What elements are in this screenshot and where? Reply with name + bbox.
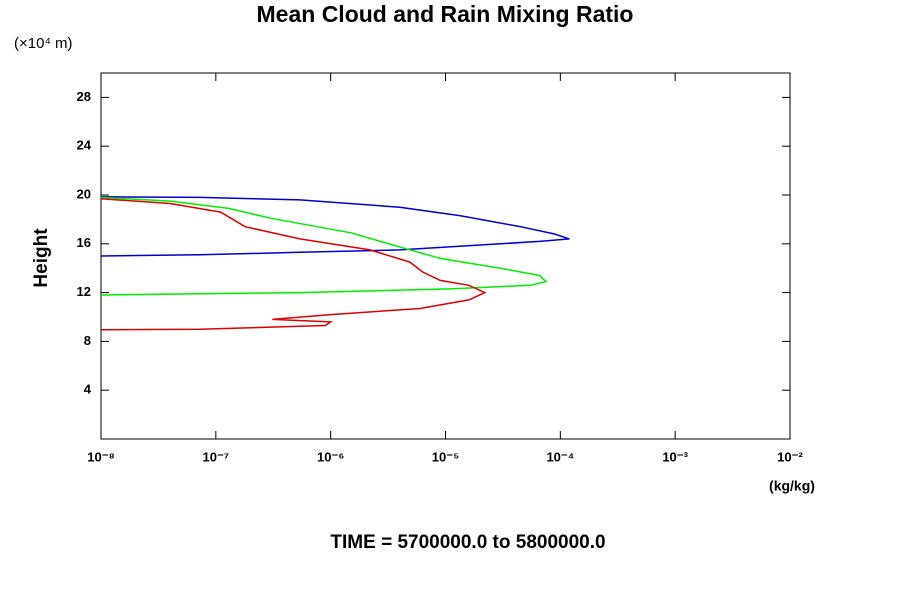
x-tick-label: 10⁻⁷ xyxy=(202,449,229,464)
x-unit: (kg/kg) xyxy=(769,478,815,494)
subtitle: TIME = 5700000.0 to 5800000.0 xyxy=(330,532,605,553)
y-tick-label: 4 xyxy=(84,382,92,397)
x-tick-label: 10⁻³ xyxy=(662,449,688,464)
line-series xyxy=(100,196,548,296)
y-tick-label: 16 xyxy=(77,235,91,250)
y-tick-label: 12 xyxy=(77,284,91,299)
x-tick-label: 10⁻⁶ xyxy=(317,449,344,464)
line-series xyxy=(100,197,487,331)
line-series xyxy=(100,196,570,257)
chart-title: Mean Cloud and Rain Mixing Ratio xyxy=(257,1,634,27)
y-tick-label: 24 xyxy=(77,138,92,153)
y-axis-label: Height xyxy=(31,228,52,288)
y-tick-label: 28 xyxy=(77,89,91,104)
x-tick-label: 10⁻⁸ xyxy=(87,449,114,464)
x-tick-label: 10⁻⁵ xyxy=(432,449,459,464)
y-unit: (×10⁴ m) xyxy=(14,35,73,52)
x-tick-label: 10⁻² xyxy=(777,449,803,464)
y-tick-label: 20 xyxy=(77,186,91,201)
x-tick-label: 10⁻⁴ xyxy=(546,449,574,464)
y-tick-label: 8 xyxy=(84,333,91,348)
